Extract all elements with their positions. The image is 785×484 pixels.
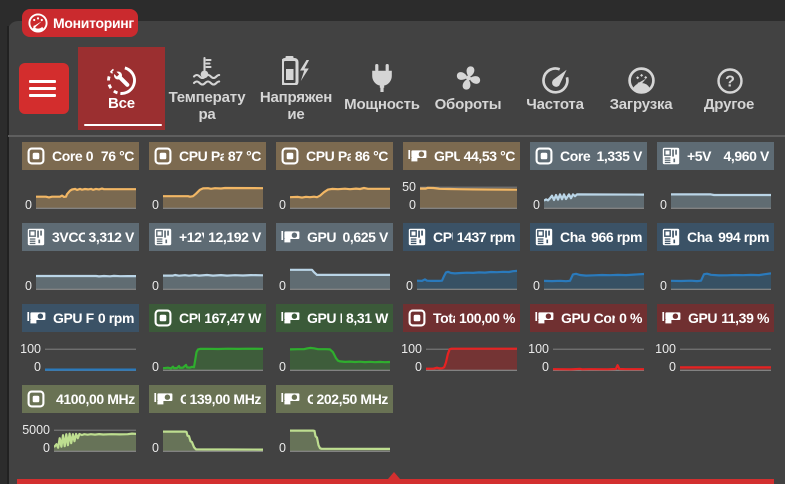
svg-text:?: ? — [725, 73, 735, 91]
